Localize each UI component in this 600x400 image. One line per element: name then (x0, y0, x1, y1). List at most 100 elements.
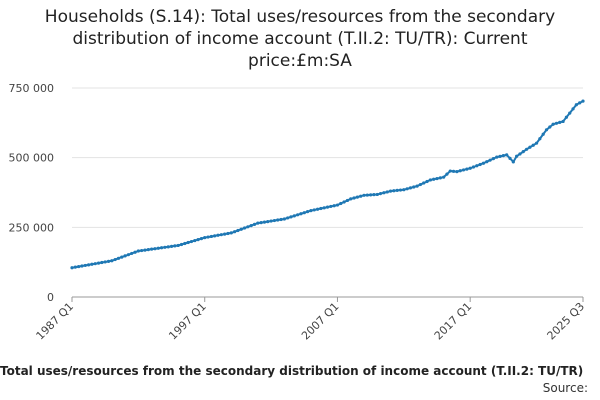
data-point (179, 242, 184, 247)
data-point (425, 179, 429, 184)
data-point (259, 221, 263, 225)
data-point (229, 231, 233, 235)
data-point (412, 185, 416, 189)
data-point (86, 263, 91, 267)
data-point (173, 244, 177, 248)
data-point (133, 250, 137, 254)
data-point (292, 214, 296, 218)
data-point (428, 178, 432, 182)
data-point (438, 176, 442, 180)
data-point (189, 239, 194, 244)
data-point (339, 201, 343, 206)
data-point (372, 193, 376, 197)
data-point (458, 169, 462, 173)
data-point (216, 233, 220, 237)
data-point (286, 216, 290, 220)
data-point (544, 128, 549, 132)
data-point (515, 154, 519, 158)
data-point (325, 205, 330, 209)
data-point (448, 169, 452, 173)
chart-title-line-3: price:£m:SA (248, 51, 352, 71)
x-tick-label: 1987 Q1 (34, 300, 77, 343)
data-point (312, 208, 316, 212)
data-point (159, 246, 164, 250)
data-point (435, 176, 439, 181)
data-point (418, 182, 423, 187)
x-tick-label: 2007 Q1 (299, 300, 342, 343)
data-point (524, 147, 529, 151)
data-point (329, 204, 333, 209)
data-point (140, 248, 144, 253)
x-tick-label: 2025 Q3 (545, 300, 588, 343)
data-point (538, 137, 542, 141)
legend-series-name: Total uses/resources from the secondary … (0, 364, 584, 378)
data-point (345, 198, 350, 203)
chart-title: Households (S.14): Total uses/resources … (0, 6, 600, 72)
data-point (150, 247, 154, 251)
data-point (196, 237, 200, 242)
y-tick-label: 250 000 (9, 221, 55, 234)
data-point (382, 191, 386, 195)
data-point (176, 243, 180, 248)
data-point (508, 156, 512, 160)
data-point (183, 241, 187, 246)
data-point (166, 245, 170, 249)
data-point (269, 219, 273, 223)
data-point (103, 260, 107, 264)
data-point (126, 253, 131, 257)
data-point (186, 240, 190, 245)
data-point (485, 160, 489, 164)
y-tick-label: 0 (47, 291, 54, 304)
data-point (332, 204, 336, 208)
data-point (213, 234, 217, 238)
data-point (422, 181, 426, 185)
data-point (209, 234, 213, 239)
source-label: Source: (542, 381, 588, 395)
data-point (551, 122, 555, 126)
data-point (501, 154, 505, 158)
series-layer (70, 99, 585, 270)
data-point (362, 193, 366, 197)
data-point (246, 225, 250, 229)
data-point (442, 175, 446, 179)
data-point (495, 155, 499, 159)
data-point (335, 203, 340, 207)
data-point (554, 121, 559, 125)
data-point (478, 162, 482, 167)
data-point (451, 169, 456, 173)
y-axis-ticks: 0 250 000 500 000 750 000 (9, 82, 55, 304)
data-point (113, 257, 117, 262)
data-point (322, 206, 326, 210)
data-point (475, 164, 479, 168)
data-point (252, 222, 257, 226)
data-point (136, 249, 140, 253)
data-point (392, 189, 396, 193)
data-point (574, 103, 578, 107)
data-point (359, 194, 363, 198)
data-point (100, 260, 104, 265)
data-point (106, 259, 111, 263)
data-point (226, 231, 230, 236)
data-point (123, 254, 127, 258)
data-point (511, 160, 515, 164)
chart-title-line-2: distribution of income account (T.II.2: … (72, 29, 528, 49)
x-tick-label: 1997 Q1 (166, 300, 209, 343)
data-point (219, 233, 223, 237)
data-point (408, 186, 413, 190)
x-tick-label: 2017 Q1 (432, 300, 475, 343)
y-tick-label: 500 000 (9, 152, 55, 165)
data-point (528, 145, 532, 149)
data-point (309, 209, 313, 213)
data-point (319, 206, 323, 211)
data-point (239, 227, 243, 231)
data-point (398, 188, 403, 192)
data-point (73, 265, 77, 269)
data-point (571, 107, 575, 111)
data-point (349, 197, 353, 201)
data-point (385, 190, 389, 194)
data-point (534, 141, 539, 145)
data-point (402, 188, 406, 192)
data-point (223, 232, 227, 236)
y-tick-label: 750 000 (9, 82, 55, 95)
